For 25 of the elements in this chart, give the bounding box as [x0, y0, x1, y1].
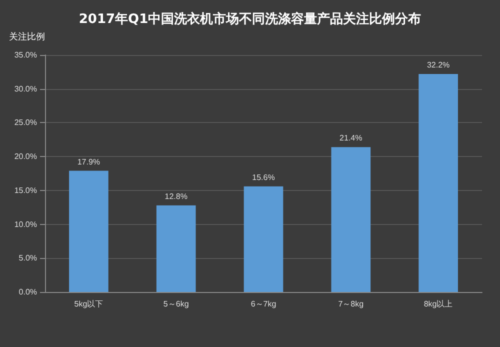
x-tick-label: 5kg以下	[74, 300, 104, 308]
bar	[69, 170, 108, 292]
bar	[418, 74, 458, 292]
x-tick-label: 7～8kg	[338, 300, 364, 308]
x-tick-label: 8kg以上	[424, 300, 453, 308]
data-label: 15.6%	[252, 172, 275, 182]
data-label: 12.8%	[164, 192, 188, 201]
y-tick-label: 20.0%	[14, 152, 37, 162]
bar	[244, 186, 284, 292]
y-tick-label: 25.0%	[14, 118, 37, 128]
data-label: 21.4%	[340, 134, 362, 143]
y-tick-label: 15.0%	[14, 186, 37, 195]
chart-title: 2017年Q1中国洗衣机市场不同洗涤容量产品关注比例分布	[78, 11, 422, 27]
x-tick-label: 5～6kg	[163, 300, 189, 308]
x-tick-label: 6～7kg	[250, 300, 276, 308]
bar	[156, 205, 196, 292]
y-tick-label: 0.0%	[18, 288, 37, 296]
data-label: 32.2%	[426, 60, 450, 70]
data-label: 17.9%	[77, 157, 100, 166]
y-tick-label: 5.0%	[18, 254, 37, 263]
y-tick-label: 30.0%	[14, 84, 37, 94]
bar	[331, 147, 371, 292]
y-tick-label: 35.0%	[14, 50, 37, 60]
y-tick-label: 10.0%	[14, 220, 37, 229]
y-axis-title: 关注比例	[9, 32, 45, 42]
